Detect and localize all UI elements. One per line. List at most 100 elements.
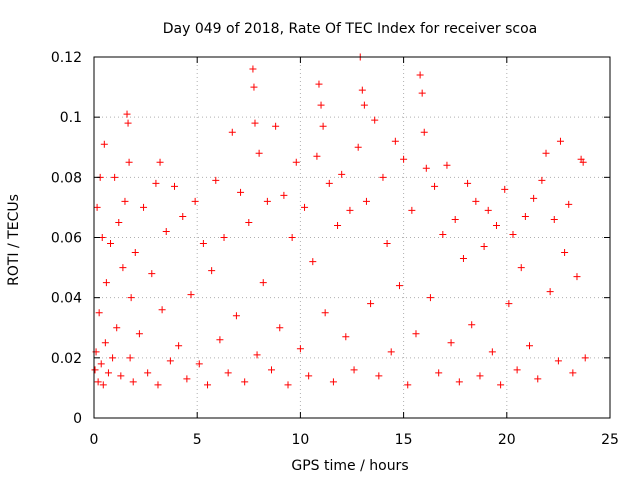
x-tick-label: 10 (291, 432, 309, 448)
data-point-marker (375, 372, 383, 380)
data-point-marker (321, 309, 329, 317)
data-point-marker (435, 369, 443, 377)
data-point-marker (422, 164, 430, 172)
data-point-marker (292, 158, 300, 166)
data-point-marker (472, 197, 480, 205)
data-point-marker (315, 80, 323, 88)
data-point-marker (371, 116, 379, 124)
data-point-marker (255, 149, 263, 157)
data-point-marker (338, 170, 346, 178)
data-point-marker (459, 255, 467, 263)
data-point-marker (579, 158, 587, 166)
tick-marks (93, 56, 611, 419)
data-point-marker (569, 369, 577, 377)
data-point-marker (542, 149, 550, 157)
data-point-marker (170, 182, 178, 190)
data-point-marker (162, 227, 170, 235)
data-point-marker (379, 173, 387, 181)
plot-frame (93, 56, 611, 419)
data-point-marker (383, 240, 391, 248)
data-point-marker (521, 212, 529, 220)
y-tick-label: 0.12 (51, 50, 82, 66)
data-point-marker (476, 372, 484, 380)
data-point-marker (360, 101, 368, 109)
data-point-marker (387, 348, 395, 356)
data-point-marker (175, 342, 183, 350)
data-point-marker (550, 215, 558, 223)
data-point-marker (284, 381, 292, 389)
data-point-marker (404, 381, 412, 389)
y-tick-label: 0.08 (51, 170, 82, 186)
y-tick-label: 0.02 (51, 351, 82, 367)
data-point-marker (104, 369, 112, 377)
data-point-marker (350, 366, 358, 374)
data-point-marker (538, 176, 546, 184)
data-point-marker (426, 294, 434, 302)
data-point-marker (451, 215, 459, 223)
y-tick-label: 0.04 (51, 291, 82, 307)
data-point-marker (501, 185, 509, 193)
data-point-marker (443, 161, 451, 169)
y-axis-label: ROTI / TECUs (6, 194, 22, 286)
data-point-marker (99, 381, 107, 389)
data-point-marker (140, 203, 148, 211)
data-point-marker (362, 197, 370, 205)
data-point-marker (395, 282, 403, 290)
data-point-marker (408, 206, 416, 214)
data-point-marker (127, 294, 135, 302)
data-point-marker (505, 300, 513, 308)
data-point-marker (123, 110, 131, 118)
y-tick-label: 0.06 (51, 231, 82, 247)
y-tick-label: 0 (73, 411, 82, 427)
data-point-marker (126, 354, 134, 362)
data-point-marker (166, 357, 174, 365)
data-point-marker (224, 369, 232, 377)
data-point-marker (296, 345, 304, 353)
data-point-marker (179, 212, 187, 220)
x-tick-label: 5 (193, 432, 202, 448)
data-point-marker (354, 143, 362, 151)
data-point-marker (232, 312, 240, 320)
x-tick-label: 20 (498, 432, 516, 448)
data-point-marker (129, 378, 137, 386)
data-point-marker (342, 333, 350, 341)
data-point-marker (204, 381, 212, 389)
data-point-marker (346, 206, 354, 214)
data-point-marker (228, 128, 236, 136)
data-point-marker (115, 218, 123, 226)
data-point-marker (497, 381, 505, 389)
data-point-marker (319, 122, 327, 130)
data-point-marker (113, 324, 121, 332)
data-point-marker (488, 348, 496, 356)
data-point-marker (309, 258, 317, 266)
data-point-marker (124, 119, 132, 127)
data-point-marker (135, 330, 143, 338)
gridlines (94, 57, 610, 418)
data-point-marker (334, 221, 342, 229)
data-point-marker (480, 243, 488, 251)
data-point-marker (245, 218, 253, 226)
data-point-marker (97, 360, 105, 368)
data-point-marker (268, 366, 276, 374)
data-point-marker (250, 83, 258, 91)
data-point-marker (439, 230, 447, 238)
data-point-marker (509, 230, 517, 238)
data-point-marker (530, 194, 538, 202)
data-point-marker (329, 378, 337, 386)
data-point-marker (280, 191, 288, 199)
data-point-marker (301, 203, 309, 211)
data-point-marker (148, 270, 156, 278)
data-point-marker (420, 128, 428, 136)
data-point-marker (263, 197, 271, 205)
data-point-marker (416, 71, 424, 79)
data-point-marker (358, 86, 366, 94)
data-point-marker (102, 279, 110, 287)
data-point-marker (212, 176, 220, 184)
data-point-marker (109, 354, 117, 362)
data-point-marker (556, 137, 564, 145)
data-point-marker (251, 119, 259, 127)
data-point-marker (513, 366, 521, 374)
data-point-marker (573, 273, 581, 281)
data-point-marker (156, 158, 164, 166)
data-point-marker (581, 354, 589, 362)
